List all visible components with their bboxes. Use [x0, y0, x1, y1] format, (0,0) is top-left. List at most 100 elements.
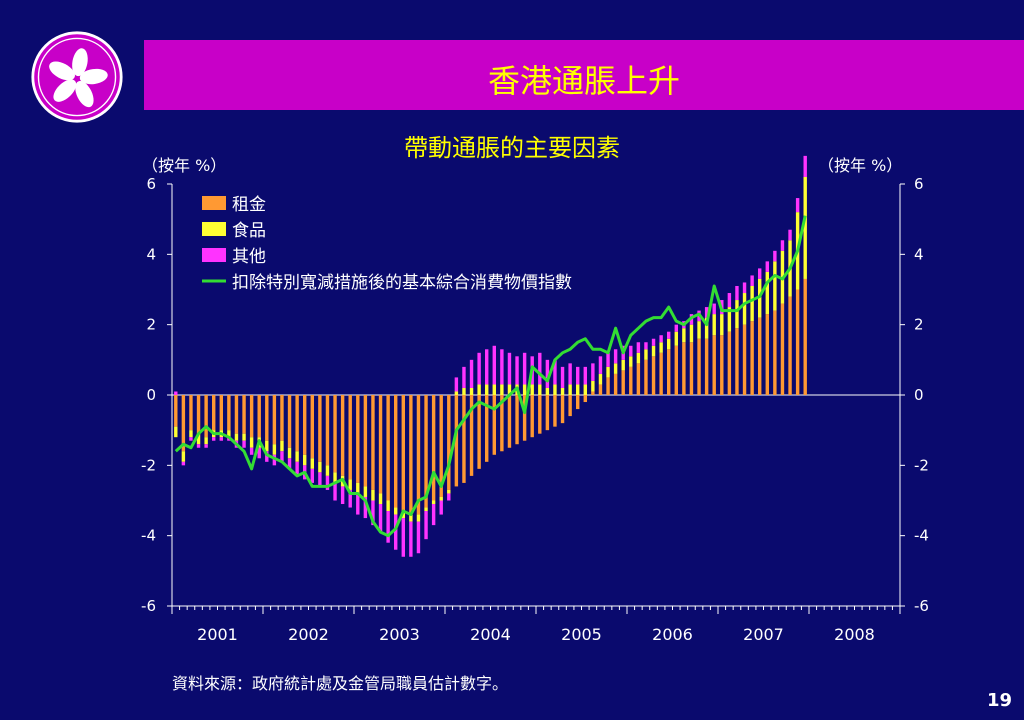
bar-segment — [189, 430, 193, 438]
bar-segment — [287, 458, 292, 469]
bar-segment — [560, 395, 565, 424]
bar-segment — [568, 384, 572, 395]
bar-segment — [348, 479, 352, 490]
page-number: 19 — [986, 690, 1012, 711]
right-axis-unit: （按年 %） — [818, 156, 903, 175]
bar-segment — [333, 482, 337, 501]
bar-segment — [583, 366, 587, 385]
bar-segment — [667, 349, 671, 395]
bar-segment — [227, 395, 231, 431]
bar-segment — [644, 359, 648, 395]
bar-segment — [272, 395, 277, 445]
bar-segment — [704, 307, 709, 318]
left-y-tick-label: 4 — [146, 245, 156, 263]
bar-segment — [454, 377, 459, 392]
bar-segment — [295, 395, 299, 452]
left-y-tick-label: 6 — [146, 175, 156, 193]
bar-segment — [340, 395, 345, 476]
bar-segment — [318, 461, 322, 473]
bar-segment — [712, 335, 716, 395]
bar-segment — [401, 518, 405, 557]
bar-segment — [750, 275, 754, 286]
bar-segment — [773, 250, 777, 262]
bar-segment — [394, 507, 398, 515]
bar-segment — [181, 461, 186, 466]
bar-segment — [416, 395, 421, 515]
bar-segment — [348, 395, 352, 480]
x-tick-label: 2002 — [288, 625, 329, 644]
bar-segment — [174, 426, 178, 438]
bar-segment — [386, 395, 390, 501]
bar-segment — [795, 198, 800, 213]
bar-segment — [545, 359, 550, 388]
bar-segment — [189, 395, 193, 431]
bar-segment — [234, 433, 239, 441]
right-y-tick-label: 0 — [914, 386, 924, 404]
bar-segment — [333, 395, 337, 473]
bar-segment — [773, 310, 777, 395]
right-y-tick-label: -6 — [914, 597, 929, 615]
bar-segment — [682, 342, 686, 395]
bar-segment — [720, 335, 724, 395]
bar-segment — [758, 278, 762, 318]
bar-segment — [576, 384, 580, 395]
bar-segment — [462, 387, 466, 395]
bar-segment — [697, 321, 701, 339]
bar-segment — [727, 307, 732, 332]
bar-segment — [507, 352, 512, 385]
bar-segment — [378, 395, 383, 494]
bar-segment — [515, 395, 519, 445]
legend-label: 食品 — [232, 221, 266, 241]
bar-segment — [750, 285, 754, 322]
bar-segment — [227, 430, 231, 438]
bar-segment — [386, 500, 390, 512]
bar-segment — [287, 447, 292, 459]
bar-segment — [416, 514, 421, 522]
bar-segment — [545, 387, 550, 395]
x-tick-label: 2008 — [834, 625, 875, 644]
bar-segment — [196, 433, 201, 445]
bar-segment — [424, 507, 428, 512]
x-tick-label: 2006 — [652, 625, 693, 644]
legend-swatch — [202, 196, 226, 210]
bar-segment — [371, 489, 375, 501]
bar-segment — [371, 395, 375, 490]
bar-segment — [507, 395, 512, 448]
bar-segment — [606, 352, 610, 367]
bar-segment — [667, 338, 671, 350]
bar-segment — [196, 395, 201, 434]
bar-segment — [613, 373, 618, 395]
bar-segment — [356, 493, 360, 515]
bar-segment — [447, 489, 451, 494]
bar-segment — [378, 493, 383, 505]
x-tick-label: 2001 — [197, 625, 238, 644]
bar-segment — [613, 363, 618, 374]
bar-segment — [613, 349, 618, 364]
bar-segment — [212, 395, 216, 431]
bar-segment — [424, 395, 428, 508]
bar-segment — [644, 342, 648, 350]
bar-segment — [553, 395, 557, 427]
bar-segment — [469, 387, 474, 395]
bar-segment — [477, 395, 481, 469]
right-y-tick-label: 2 — [914, 316, 924, 334]
bar-segment — [765, 271, 769, 315]
bar-segment — [492, 345, 496, 385]
bar-segment — [477, 384, 481, 395]
bar-segment — [674, 331, 678, 346]
bar-segment — [310, 458, 314, 469]
bar-segment — [280, 451, 284, 462]
bar-segment — [325, 465, 330, 476]
bar-segment — [340, 486, 345, 505]
bar-segment — [735, 300, 739, 329]
bar-segment — [500, 384, 504, 395]
bar-segment — [742, 324, 747, 395]
x-tick-label: 2003 — [379, 625, 420, 644]
bar-segment — [265, 395, 269, 441]
bar-segment — [439, 395, 443, 497]
bar-segment — [606, 366, 610, 378]
bar-segment — [249, 447, 254, 455]
bar-segment — [485, 349, 489, 385]
bar-segment — [704, 317, 709, 339]
